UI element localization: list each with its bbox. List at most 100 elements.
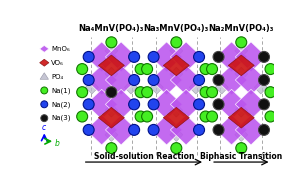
- Circle shape: [129, 124, 140, 135]
- Polygon shape: [170, 104, 183, 117]
- Polygon shape: [150, 81, 163, 94]
- Circle shape: [148, 51, 159, 62]
- Polygon shape: [86, 89, 117, 119]
- Circle shape: [259, 124, 270, 135]
- Circle shape: [213, 74, 224, 85]
- Circle shape: [194, 74, 205, 85]
- Polygon shape: [235, 42, 267, 72]
- Polygon shape: [216, 42, 247, 72]
- Polygon shape: [86, 42, 117, 72]
- Text: Na₃MnV(PO₄)₃: Na₃MnV(PO₄)₃: [144, 24, 209, 33]
- Polygon shape: [106, 115, 137, 145]
- Circle shape: [77, 64, 88, 74]
- Circle shape: [194, 99, 205, 110]
- Text: Na₄MnV(PO₄)₃: Na₄MnV(PO₄)₃: [79, 24, 144, 33]
- Polygon shape: [235, 67, 248, 81]
- Polygon shape: [170, 115, 202, 145]
- Circle shape: [259, 74, 270, 85]
- Circle shape: [77, 111, 88, 122]
- Text: Na(2): Na(2): [51, 101, 70, 108]
- Polygon shape: [106, 42, 137, 72]
- Circle shape: [77, 87, 88, 98]
- Polygon shape: [216, 65, 247, 95]
- Circle shape: [41, 101, 48, 108]
- Polygon shape: [99, 107, 124, 128]
- Text: Solid-solution Reaction: Solid-solution Reaction: [94, 152, 194, 161]
- Circle shape: [142, 64, 152, 74]
- Polygon shape: [216, 115, 247, 145]
- Polygon shape: [228, 107, 254, 128]
- Polygon shape: [86, 115, 117, 145]
- Circle shape: [171, 143, 182, 154]
- Circle shape: [106, 143, 117, 154]
- Circle shape: [135, 111, 146, 122]
- Polygon shape: [235, 104, 248, 117]
- Polygon shape: [151, 42, 182, 72]
- Polygon shape: [40, 73, 48, 79]
- Polygon shape: [151, 89, 182, 119]
- Circle shape: [148, 124, 159, 135]
- Circle shape: [83, 124, 94, 135]
- Polygon shape: [189, 81, 202, 94]
- Polygon shape: [151, 115, 182, 145]
- Circle shape: [129, 74, 140, 85]
- Circle shape: [259, 51, 270, 62]
- Circle shape: [41, 87, 48, 94]
- Circle shape: [206, 64, 217, 74]
- Polygon shape: [151, 65, 182, 95]
- Polygon shape: [235, 44, 248, 57]
- Polygon shape: [216, 89, 247, 119]
- Polygon shape: [106, 89, 137, 119]
- Circle shape: [135, 87, 146, 98]
- Polygon shape: [105, 128, 118, 141]
- Circle shape: [194, 51, 205, 62]
- Circle shape: [129, 99, 140, 110]
- Text: Na₂MnV(PO₄)₃: Na₂MnV(PO₄)₃: [209, 24, 274, 33]
- Text: c: c: [41, 123, 45, 132]
- Polygon shape: [40, 45, 49, 52]
- Circle shape: [142, 111, 152, 122]
- Circle shape: [41, 115, 48, 122]
- Polygon shape: [105, 104, 118, 117]
- Circle shape: [206, 87, 217, 98]
- Circle shape: [171, 37, 182, 48]
- Circle shape: [129, 51, 140, 62]
- Circle shape: [148, 99, 159, 110]
- Polygon shape: [106, 65, 137, 95]
- Polygon shape: [215, 81, 228, 94]
- Text: b: b: [55, 139, 60, 148]
- Text: MnO₆: MnO₆: [51, 46, 70, 52]
- Polygon shape: [163, 107, 189, 128]
- Text: Na(3): Na(3): [51, 115, 71, 121]
- Polygon shape: [105, 67, 118, 81]
- Polygon shape: [235, 89, 267, 119]
- Polygon shape: [228, 55, 254, 76]
- Circle shape: [200, 111, 211, 122]
- Circle shape: [135, 64, 146, 74]
- Circle shape: [200, 87, 211, 98]
- Circle shape: [213, 99, 224, 110]
- Circle shape: [148, 74, 159, 85]
- Polygon shape: [170, 42, 202, 72]
- Polygon shape: [40, 59, 49, 66]
- Circle shape: [236, 143, 247, 154]
- Polygon shape: [235, 65, 267, 95]
- Text: PO₄: PO₄: [51, 74, 63, 80]
- Circle shape: [142, 87, 152, 98]
- Circle shape: [206, 111, 217, 122]
- Circle shape: [259, 99, 270, 110]
- Text: Biphasic Transition: Biphasic Transition: [200, 152, 282, 161]
- Polygon shape: [235, 115, 267, 145]
- Polygon shape: [86, 65, 117, 95]
- Polygon shape: [170, 89, 202, 119]
- Polygon shape: [170, 128, 183, 141]
- Text: Na(1): Na(1): [51, 87, 71, 94]
- Polygon shape: [99, 55, 124, 76]
- Circle shape: [265, 111, 276, 122]
- Circle shape: [265, 64, 276, 74]
- Circle shape: [236, 37, 247, 48]
- Text: VO₆: VO₆: [51, 60, 64, 66]
- Circle shape: [194, 124, 205, 135]
- Circle shape: [83, 99, 94, 110]
- Circle shape: [213, 51, 224, 62]
